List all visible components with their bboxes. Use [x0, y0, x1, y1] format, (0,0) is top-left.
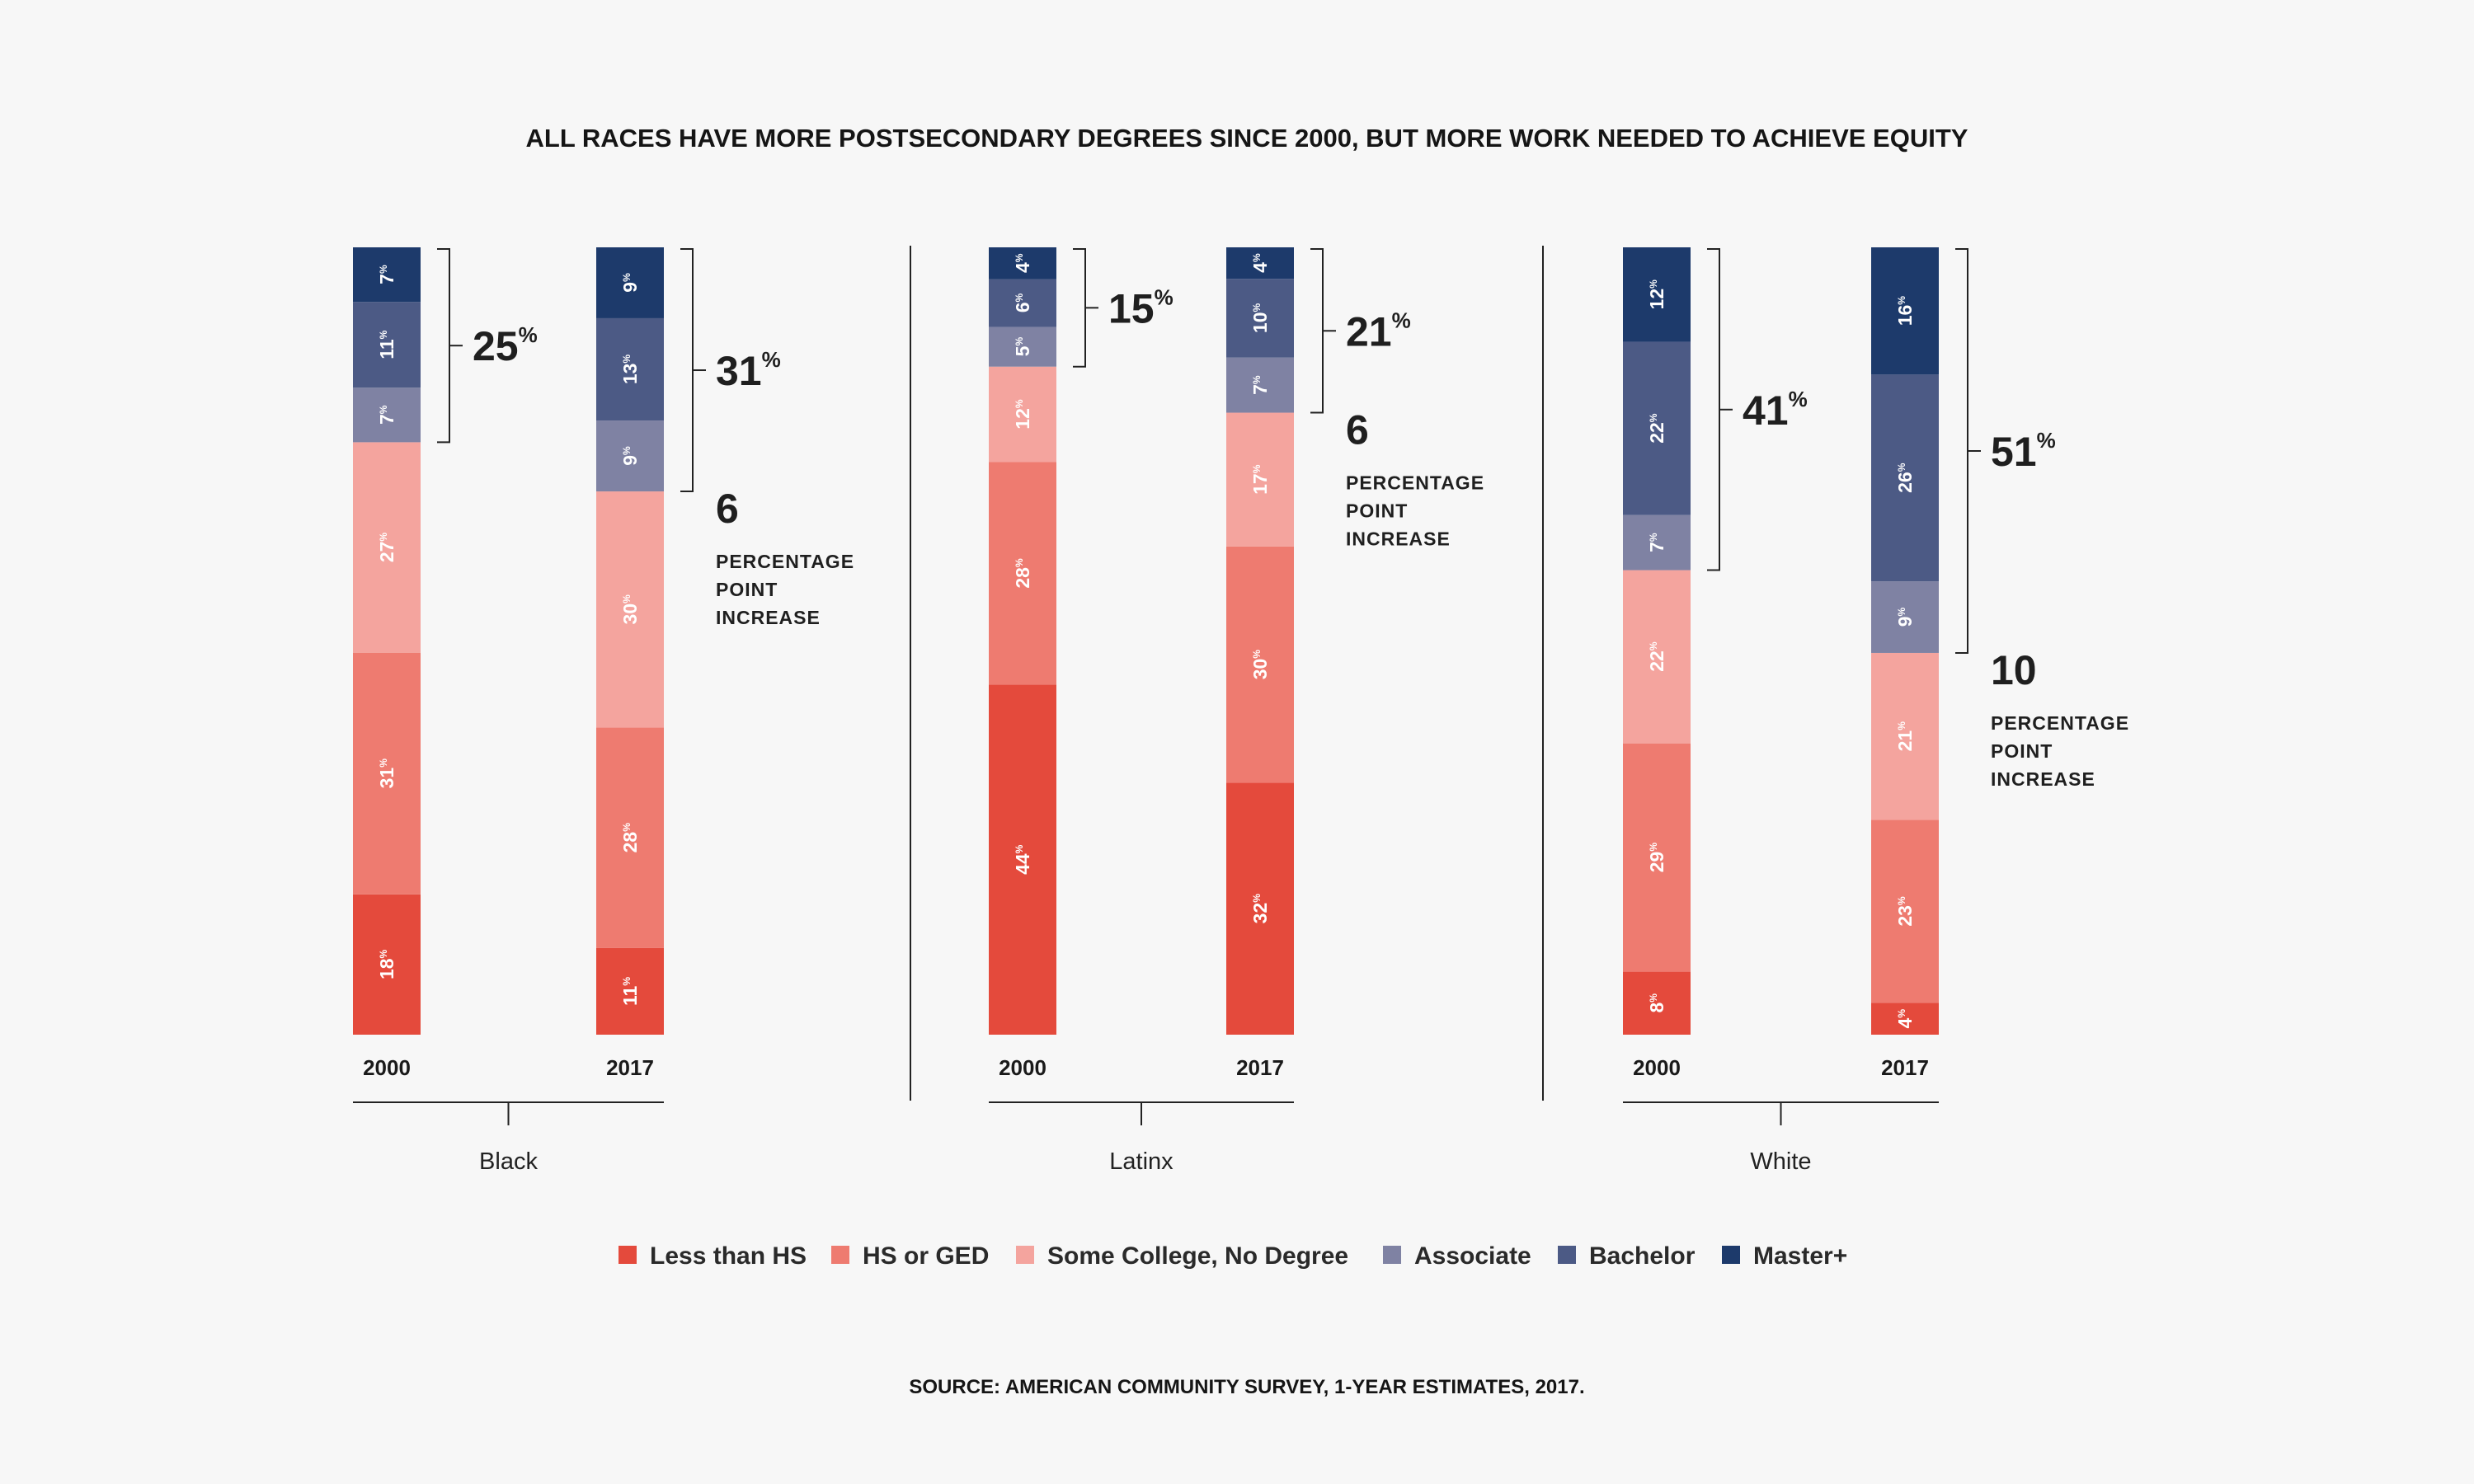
increase-label-line: POINT	[1346, 500, 1408, 522]
increase-label-line: POINT	[716, 579, 778, 600]
group-label: Latinx	[1109, 1148, 1174, 1175]
bar-segment	[1871, 1003, 1939, 1035]
bar-segment	[1623, 570, 1691, 744]
bar-segment	[1623, 514, 1691, 571]
bar-segment	[1226, 412, 1294, 547]
year-label: 2017	[1881, 1055, 1929, 1080]
bar-segment	[1226, 279, 1294, 358]
bar-segment	[1226, 357, 1294, 413]
bar-segment	[1226, 247, 1294, 279]
bar-segment	[1623, 247, 1691, 342]
chart-title: ALL RACES HAVE MORE POSTSECONDARY DEGREE…	[526, 124, 1968, 153]
degree-bracket	[1310, 248, 1324, 414]
bar-segment	[989, 279, 1056, 327]
bar-segment	[989, 462, 1056, 685]
legend-label: Master+	[1753, 1242, 1847, 1270]
degree-bracket	[1955, 248, 1968, 654]
degree-total-label: 25%	[473, 322, 538, 369]
bar-segment	[1871, 247, 1939, 375]
legend-swatch	[831, 1246, 849, 1264]
degree-bracket	[1707, 248, 1720, 571]
legend-label: Associate	[1414, 1242, 1531, 1270]
bar-segment	[596, 247, 664, 318]
group-white: 8%29%22%7%22%12%200041%4%23%21%9%26%16%2…	[1623, 247, 2129, 1175]
increase-label-line: INCREASE	[1991, 768, 2095, 790]
increase-label-line: PERCENTAGE	[1991, 712, 2129, 734]
bar-segment	[989, 684, 1056, 1035]
bar-segment	[353, 247, 421, 303]
year-label: 2000	[999, 1055, 1047, 1080]
legend-swatch	[1722, 1246, 1740, 1264]
bar-segment	[1623, 971, 1691, 1035]
bar-segment	[1871, 819, 1939, 1003]
degree-bracket	[437, 248, 450, 444]
increase-label-line: PERCENTAGE	[716, 551, 854, 572]
legend-label: Some College, No Degree	[1047, 1242, 1348, 1270]
legend-swatch	[1383, 1246, 1401, 1264]
degree-bracket	[1073, 248, 1086, 368]
bar-segment	[353, 302, 421, 388]
bar-segment	[1623, 743, 1691, 972]
year-label: 2000	[1633, 1055, 1681, 1080]
bar-segment	[596, 947, 664, 1035]
bar-segment	[1226, 782, 1294, 1035]
legend-swatch	[618, 1246, 637, 1264]
year-label: 2017	[1236, 1055, 1284, 1080]
degree-total-label: 31%	[716, 347, 781, 394]
degree-total-label: 21%	[1346, 308, 1411, 355]
increase-label-line: POINT	[1991, 740, 2053, 762]
bar-segment	[1871, 652, 1939, 820]
group-black: 18%31%27%7%11%7%200025%11%28%30%9%13%9%2…	[353, 247, 854, 1175]
legend-label: Less than HS	[650, 1242, 807, 1270]
segment-value-label: 21%	[1894, 721, 1916, 752]
legend-swatch	[1016, 1246, 1034, 1264]
increase-label-line: INCREASE	[716, 607, 821, 628]
group-label: Black	[479, 1148, 538, 1175]
increase-value: 10	[1991, 647, 2037, 693]
legend: Less than HS HS or GED Some College, No De…	[618, 1242, 1847, 1270]
chart-source: SOURCE: AMERICAN COMMUNITY SURVEY, 1-YEA…	[909, 1376, 1584, 1398]
bar-segment	[596, 420, 664, 492]
bar-segment	[596, 727, 664, 948]
degree-bracket	[680, 248, 694, 493]
bar-segment	[1623, 341, 1691, 515]
bar-segment	[353, 387, 421, 443]
increase-value: 6	[716, 486, 739, 532]
bar-groups: 18%31%27%7%11%7%200025%11%28%30%9%13%9%2…	[353, 246, 2129, 1175]
degree-total-label: 15%	[1108, 284, 1174, 331]
bar-segment	[1871, 374, 1939, 582]
degree-total-label: 41%	[1743, 387, 1808, 434]
bar-segment	[353, 442, 421, 653]
legend-label: Bachelor	[1589, 1242, 1696, 1270]
year-label: 2017	[606, 1055, 654, 1080]
increase-value: 6	[1346, 407, 1369, 453]
bar-segment	[596, 491, 664, 728]
segment-value-label: 13%	[619, 355, 641, 385]
bar-segment	[1871, 581, 1939, 653]
year-label: 2000	[363, 1055, 411, 1080]
bar-segment	[989, 326, 1056, 367]
bar-segment	[353, 894, 421, 1035]
bar-segment	[353, 652, 421, 895]
increase-label-line: PERCENTAGE	[1346, 472, 1484, 494]
increase-label-line: INCREASE	[1346, 528, 1451, 550]
bar-segment	[596, 317, 664, 421]
degree-total-label: 51%	[1991, 428, 2056, 475]
group-label: White	[1750, 1148, 1811, 1175]
legend-label: HS or GED	[863, 1242, 989, 1270]
bar-segment	[989, 366, 1056, 463]
group-latinx: 44%28%12%5%6%4%200015%32%30%17%7%10%4%20…	[989, 247, 1484, 1175]
bar-segment	[989, 247, 1056, 279]
bar-segment	[1226, 546, 1294, 783]
legend-swatch	[1558, 1246, 1576, 1264]
